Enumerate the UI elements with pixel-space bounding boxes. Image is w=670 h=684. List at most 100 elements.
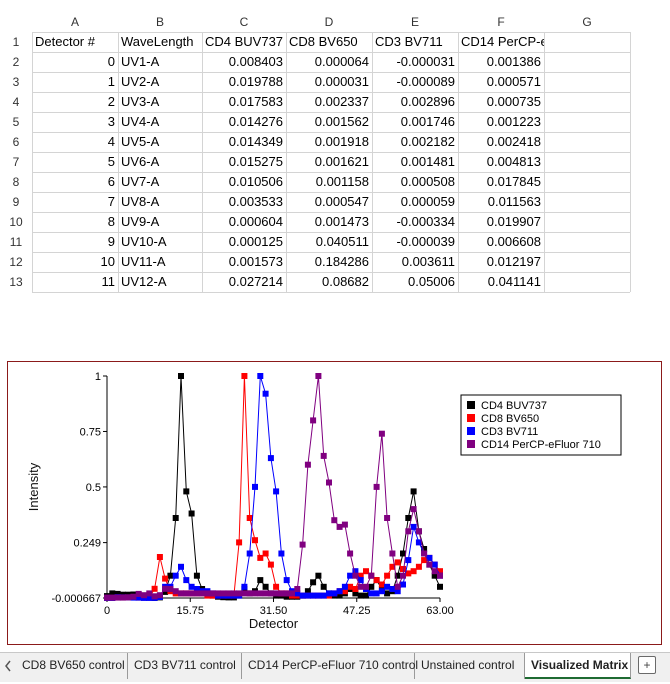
data-cell[interactable]: 0.008403 <box>228 54 283 69</box>
data-cell[interactable]: 0.002418 <box>486 134 541 149</box>
data-cell[interactable]: 9 <box>107 234 115 249</box>
data-cell[interactable]: 11 <box>101 274 116 289</box>
data-cell[interactable]: -0.000031 <box>396 54 455 69</box>
data-cell[interactable]: 0.012197 <box>486 254 541 269</box>
data-cell[interactable] <box>544 152 630 172</box>
row-header[interactable]: 2 <box>12 55 20 69</box>
data-cell[interactable] <box>544 112 630 132</box>
data-cell[interactable]: 0.001562 <box>314 114 369 129</box>
data-cell[interactable]: 0.003533 <box>228 194 283 209</box>
data-cell[interactable]: 0.027214 <box>228 274 283 289</box>
data-cell[interactable] <box>544 172 630 192</box>
row-header[interactable]: 5 <box>12 115 20 129</box>
data-cell[interactable]: 0.001573 <box>228 254 283 269</box>
data-cell[interactable]: 0.000735 <box>486 94 541 109</box>
data-cell[interactable]: 0.017845 <box>486 174 541 189</box>
row-header[interactable]: 11 <box>9 235 23 249</box>
data-cell[interactable]: 0.040511 <box>315 234 369 249</box>
data-cell[interactable]: 0.003611 <box>401 254 455 269</box>
data-cell[interactable]: UV11-A <box>121 254 166 269</box>
data-cell[interactable]: -0.000039 <box>396 234 455 249</box>
data-cell[interactable]: 0.014276 <box>228 114 283 129</box>
data-cell[interactable]: UV7-A <box>121 174 160 189</box>
data-cell[interactable]: 5 <box>107 154 115 169</box>
data-cell[interactable]: 0.019907 <box>486 214 541 229</box>
column-header[interactable]: E <box>410 15 419 29</box>
column-header[interactable]: B <box>155 15 164 29</box>
data-cell[interactable]: 0.017583 <box>228 94 283 109</box>
row-header[interactable]: 8 <box>12 175 20 189</box>
data-cell[interactable] <box>544 132 630 152</box>
data-cell[interactable] <box>544 52 630 72</box>
data-cell[interactable]: UV4-A <box>121 114 160 129</box>
data-cell[interactable]: 0.002896 <box>400 94 455 109</box>
data-cell[interactable]: 6 <box>107 174 115 189</box>
data-cell[interactable]: 0.014349 <box>228 134 283 149</box>
tab-cd14-percp-efluor-710-control[interactable]: CD14 PerCP-eFluor 710 control <box>242 653 418 679</box>
header-cell[interactable]: WaveLength <box>121 34 194 49</box>
spectrum-chart[interactable]: 0 15.75 31.50 47.25 63.00 1 0.75 0.5 0.249 -0.000… <box>7 361 662 645</box>
data-cell[interactable]: 0.000059 <box>400 194 455 209</box>
data-cell[interactable]: 0.05006 <box>408 274 455 289</box>
data-cell[interactable]: UV1-A <box>121 54 160 69</box>
tab-cd8-bv650-control[interactable]: CD8 BV650 control <box>16 653 128 679</box>
data-cell[interactable]: 0.000508 <box>400 174 455 189</box>
header-cell[interactable]: CD14 PerCP-eFluor 710 <box>461 34 544 49</box>
data-cell[interactable]: -0.000334 <box>396 214 455 229</box>
data-cell[interactable]: UV3-A <box>121 94 160 109</box>
data-cell[interactable]: 4 <box>107 134 115 149</box>
data-cell[interactable]: 0.019788 <box>228 74 283 89</box>
data-cell[interactable]: 0.001158 <box>315 174 369 189</box>
data-cell[interactable]: 0.002182 <box>400 134 455 149</box>
column-header[interactable]: D <box>324 15 334 29</box>
row-header[interactable]: 10 <box>9 215 23 229</box>
data-cell[interactable]: UV8-A <box>121 194 160 209</box>
data-cell[interactable]: 0.001481 <box>400 154 455 169</box>
data-cell[interactable]: 0.006608 <box>486 234 541 249</box>
tab-unstained-control[interactable]: Unstained control <box>415 653 525 679</box>
data-cell[interactable]: UV5-A <box>121 134 160 149</box>
row-header[interactable]: 6 <box>12 135 20 149</box>
data-cell[interactable]: 0.002337 <box>314 94 369 109</box>
column-header[interactable]: G <box>582 15 592 29</box>
data-cell[interactable]: 0.08682 <box>322 274 369 289</box>
data-cell[interactable]: UV10-A <box>121 234 167 249</box>
row-header[interactable]: 13 <box>9 275 23 289</box>
data-cell[interactable]: 3 <box>107 114 115 129</box>
row-header[interactable]: 9 <box>12 195 20 209</box>
row-header[interactable]: 12 <box>9 255 23 269</box>
add-sheet-button[interactable]: + <box>638 656 656 674</box>
row-header[interactable]: 1 <box>12 35 20 49</box>
header-cell[interactable] <box>544 32 630 52</box>
data-cell[interactable]: 0.001386 <box>486 54 541 69</box>
column-header[interactable]: F <box>497 15 505 29</box>
data-cell[interactable]: 0.184286 <box>314 254 369 269</box>
data-cell[interactable]: 1 <box>107 74 115 89</box>
header-cell[interactable]: CD8 BV650 <box>289 34 358 49</box>
header-cell[interactable]: CD4 BUV737 <box>205 34 284 49</box>
data-cell[interactable]: 0.000547 <box>314 194 369 209</box>
data-cell[interactable]: 0.011563 <box>487 194 541 209</box>
data-cell[interactable]: 0.001621 <box>314 154 369 169</box>
data-cell[interactable]: 0.000064 <box>314 54 369 69</box>
data-cell[interactable]: 0.001473 <box>314 214 369 229</box>
data-cell[interactable]: 0.041141 <box>487 274 541 289</box>
tab-nav-arrow[interactable] <box>0 653 16 679</box>
data-cell[interactable]: 0.001223 <box>486 114 541 129</box>
data-cell[interactable] <box>544 232 630 252</box>
data-cell[interactable]: -0.000089 <box>396 74 455 89</box>
data-cell[interactable]: 10 <box>100 254 115 269</box>
data-cell[interactable]: UV9-A <box>121 214 160 229</box>
data-cell[interactable] <box>544 192 630 212</box>
column-header[interactable]: A <box>70 15 79 29</box>
data-cell[interactable]: UV2-A <box>121 74 160 89</box>
data-cell[interactable]: 0.000604 <box>228 214 283 229</box>
data-cell[interactable] <box>544 72 630 92</box>
spreadsheet-grid[interactable]: A B C D E F G 1 2 3 4 5 6 7 8 9 10 11 12 13 Detector # WaveLe… <box>0 0 670 300</box>
data-cell[interactable]: 0.001746 <box>400 114 455 129</box>
data-cell[interactable] <box>544 272 630 292</box>
row-header[interactable]: 4 <box>12 95 20 109</box>
row-header[interactable]: 7 <box>12 155 20 169</box>
data-cell[interactable]: 0.000125 <box>228 234 283 249</box>
data-cell[interactable]: 0.000031 <box>314 74 369 89</box>
